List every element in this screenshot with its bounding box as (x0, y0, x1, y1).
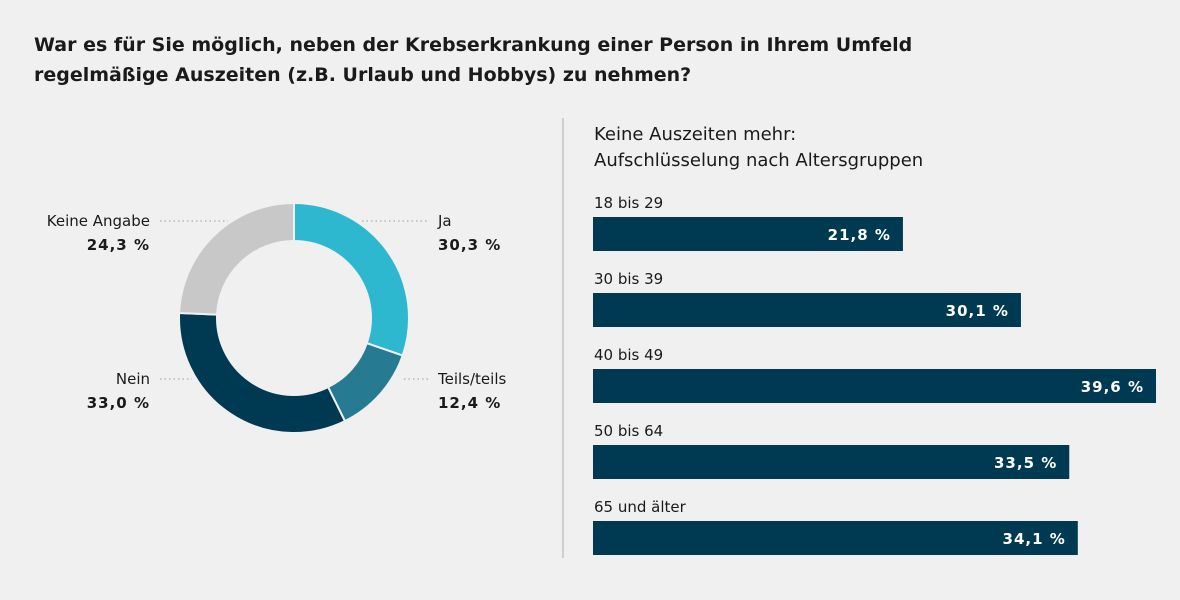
donut-value-keine-angabe: 24,3 % (87, 236, 150, 254)
bar-category-50-bis-64: 50 bis 64 (594, 422, 663, 440)
bar-18-bis-29 (593, 217, 903, 251)
donut-label-ja: Ja (437, 212, 452, 230)
bar-value-50-bis-64: 33,5 % (994, 454, 1057, 472)
bar-chart-subtitle-line: Keine Auszeiten mehr: (594, 124, 796, 145)
chart-title: War es für Sie möglich, neben der Krebse… (34, 34, 913, 86)
bar-value-30-bis-39: 30,1 % (946, 302, 1009, 320)
donut-value-teils-teils: 12,4 % (438, 394, 501, 412)
bar-30-bis-39 (593, 293, 1021, 327)
donut-slice-ja (293, 201, 410, 357)
bar-category-65-und-lter: 65 und älter (594, 498, 687, 516)
bar-category-40-bis-49: 40 bis 49 (594, 346, 663, 364)
donut-label-keine-angabe: Keine Angabe (47, 212, 150, 230)
bar-value-40-bis-49: 39,6 % (1081, 378, 1144, 396)
bar-value-65-und-lter: 34,1 % (1003, 530, 1066, 548)
bar-value-18-bis-29: 21,8 % (828, 226, 891, 244)
bar-chart-subtitle-line: Aufschlüsselung nach Altersgruppen (594, 150, 923, 171)
donut-slice-keine-angabe (178, 201, 295, 316)
donut-slice-nein (178, 311, 347, 434)
donut-label-teils-teils: Teils/teils (437, 370, 506, 388)
donut-label-nein: Nein (116, 370, 150, 388)
bar-40-bis-49 (593, 369, 1156, 403)
bar-65-und-lter (593, 521, 1078, 555)
bar-50-bis-64 (593, 445, 1070, 479)
donut-value-nein: 33,0 % (87, 394, 150, 412)
donut-value-ja: 30,3 % (438, 236, 501, 254)
bar-category-18-bis-29: 18 bis 29 (594, 194, 663, 212)
donut-chart: Ja 30,3 % Teils/teils 12,4 % Nein 33,0 % Keine… (47, 201, 506, 434)
bar-category-30-bis-39: 30 bis 39 (594, 270, 663, 288)
bar-chart: Keine Auszeiten mehr: Aufschlüsselung nac… (593, 124, 1156, 555)
